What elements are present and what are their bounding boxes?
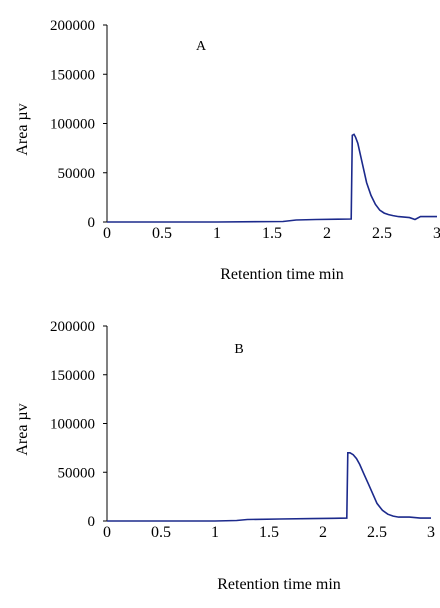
chart-panel-a: 0 50000 100000 150000 200000 0 0.5 1 1.5 2 2.5 3 Ret…	[14, 18, 440, 283]
x-axis-title: Retention time min	[217, 576, 341, 593]
x-tick-label: 0.5	[151, 524, 171, 541]
y-tick-label: 150000	[50, 368, 95, 384]
x-tick-label: 1.5	[262, 225, 282, 242]
x-tick-label: 1	[211, 524, 219, 541]
chart-panel-b: 0 50000 100000 150000 200000 0 0.5 1 1.5 2 2.5 3 Ret…	[14, 319, 435, 593]
x-tick-label: 3	[433, 225, 440, 242]
y-tick-label: 100000	[50, 117, 95, 133]
y-tick-label: 50000	[58, 465, 96, 481]
y-tick-label: 150000	[50, 67, 95, 83]
series-line	[107, 451, 431, 522]
y-tick-label: 0	[88, 514, 96, 530]
y-tick-label: 0	[88, 215, 96, 231]
panel-label: B	[234, 342, 243, 357]
y-axis-title: Area µv	[14, 103, 31, 155]
y-tick-label: 200000	[50, 319, 95, 335]
x-tick-label: 2	[319, 524, 327, 541]
x-tick-label: 0.5	[152, 225, 172, 242]
x-tick-label: 0	[103, 225, 111, 242]
y-tick-label: 100000	[50, 417, 95, 433]
y-tick-label: 200000	[50, 18, 95, 34]
panel-label: A	[196, 39, 207, 54]
x-tick-label: 1.5	[259, 524, 279, 541]
x-tick-label: 0	[103, 524, 111, 541]
series-line	[107, 133, 437, 223]
x-tick-label: 2	[323, 225, 331, 242]
x-tick-label: 1	[213, 225, 221, 242]
x-tick-label: 2.5	[372, 225, 392, 242]
x-axis-title: Retention time min	[220, 266, 344, 283]
x-tick-label: 2.5	[367, 524, 387, 541]
y-axis-title: Area µv	[14, 403, 31, 455]
x-tick-label: 3	[427, 524, 435, 541]
y-tick-label: 50000	[58, 166, 96, 182]
